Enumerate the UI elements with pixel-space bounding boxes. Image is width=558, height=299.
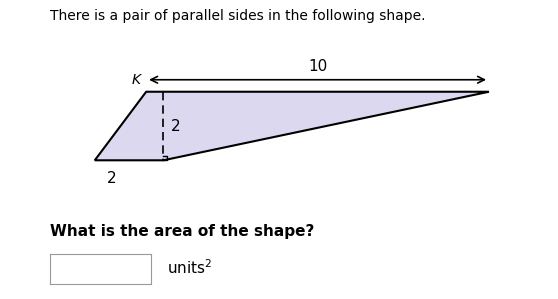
Text: There is a pair of parallel sides in the following shape.: There is a pair of parallel sides in the…	[50, 9, 426, 23]
Polygon shape	[95, 92, 489, 160]
Text: 10: 10	[308, 59, 327, 74]
Text: What is the area of the shape?: What is the area of the shape?	[50, 224, 315, 239]
Text: 2: 2	[107, 170, 117, 186]
Text: 2: 2	[171, 118, 180, 134]
Text: units$^2$: units$^2$	[167, 258, 213, 277]
Text: K: K	[132, 73, 141, 87]
